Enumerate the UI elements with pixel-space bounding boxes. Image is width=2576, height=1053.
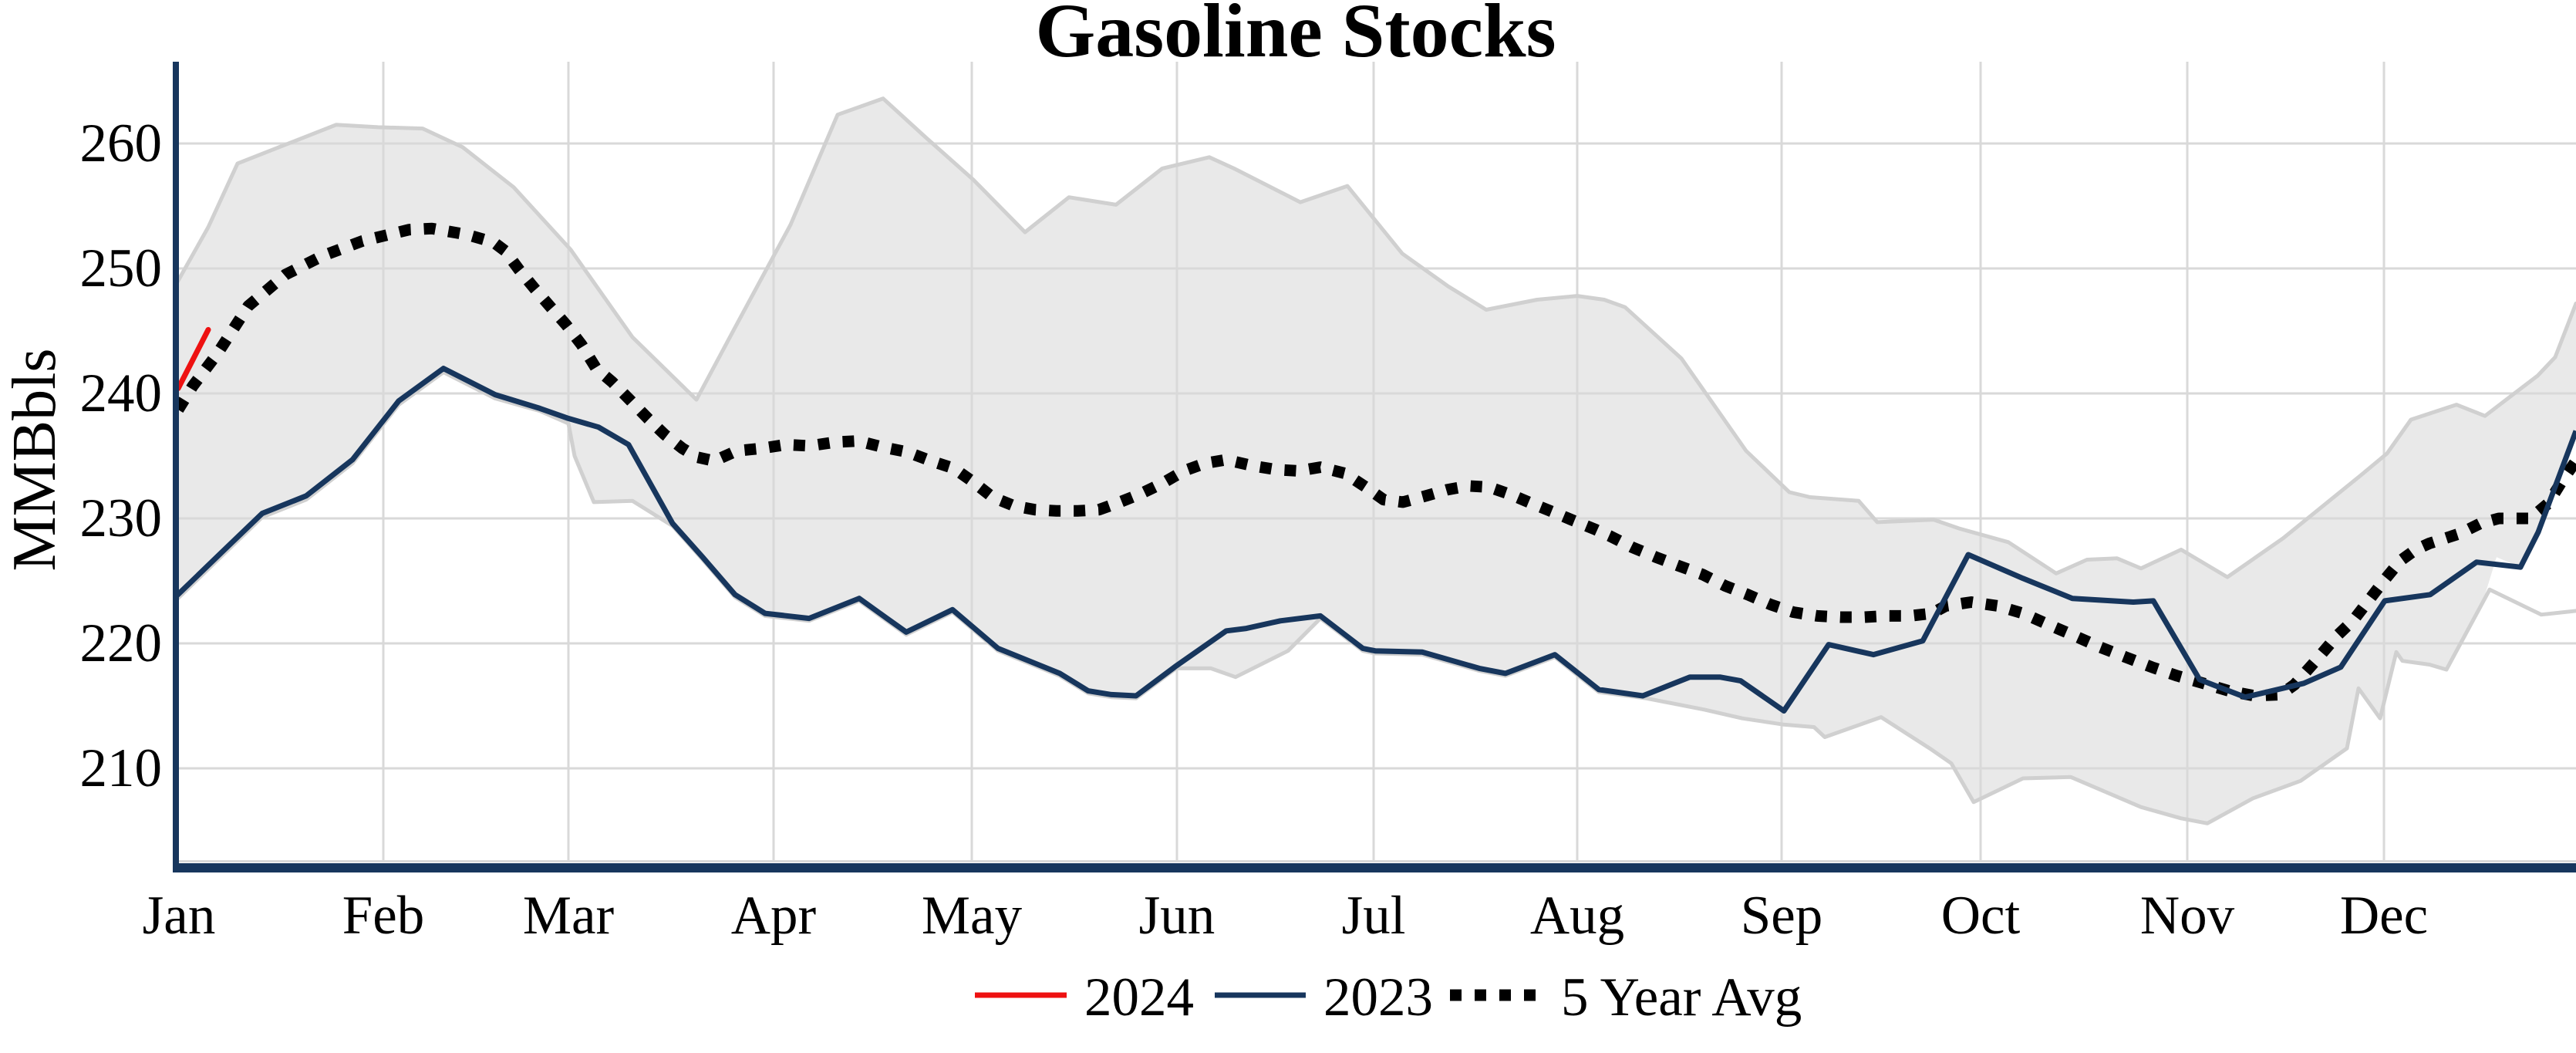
svg-text:May: May (922, 886, 1023, 946)
svg-text:Mar: Mar (523, 886, 615, 946)
svg-text:Nov: Nov (2140, 886, 2235, 946)
svg-text:Dec: Dec (2340, 886, 2428, 946)
svg-text:2023: 2023 (1323, 967, 1433, 1028)
svg-text:210: 210 (80, 738, 163, 798)
svg-text:Apr: Apr (731, 886, 817, 946)
svg-text:2024: 2024 (1084, 967, 1194, 1028)
svg-text:Oct: Oct (1941, 886, 2021, 946)
svg-text:250: 250 (80, 238, 163, 299)
svg-text:5 Year Avg: 5 Year Avg (1561, 967, 1802, 1028)
svg-text:Sep: Sep (1741, 886, 1823, 946)
svg-text:Jul: Jul (1342, 886, 1406, 946)
svg-text:220: 220 (80, 613, 163, 673)
svg-text:Jan: Jan (143, 886, 216, 946)
svg-text:230: 230 (80, 488, 163, 548)
svg-text:260: 260 (80, 113, 163, 174)
svg-text:240: 240 (80, 363, 163, 424)
svg-text:Aug: Aug (1530, 886, 1624, 946)
svg-text:Gasoline Stocks: Gasoline Stocks (1035, 0, 1556, 73)
svg-text:MMBbls: MMBbls (1, 349, 69, 572)
svg-text:Jun: Jun (1139, 886, 1216, 946)
svg-text:Feb: Feb (342, 886, 425, 946)
